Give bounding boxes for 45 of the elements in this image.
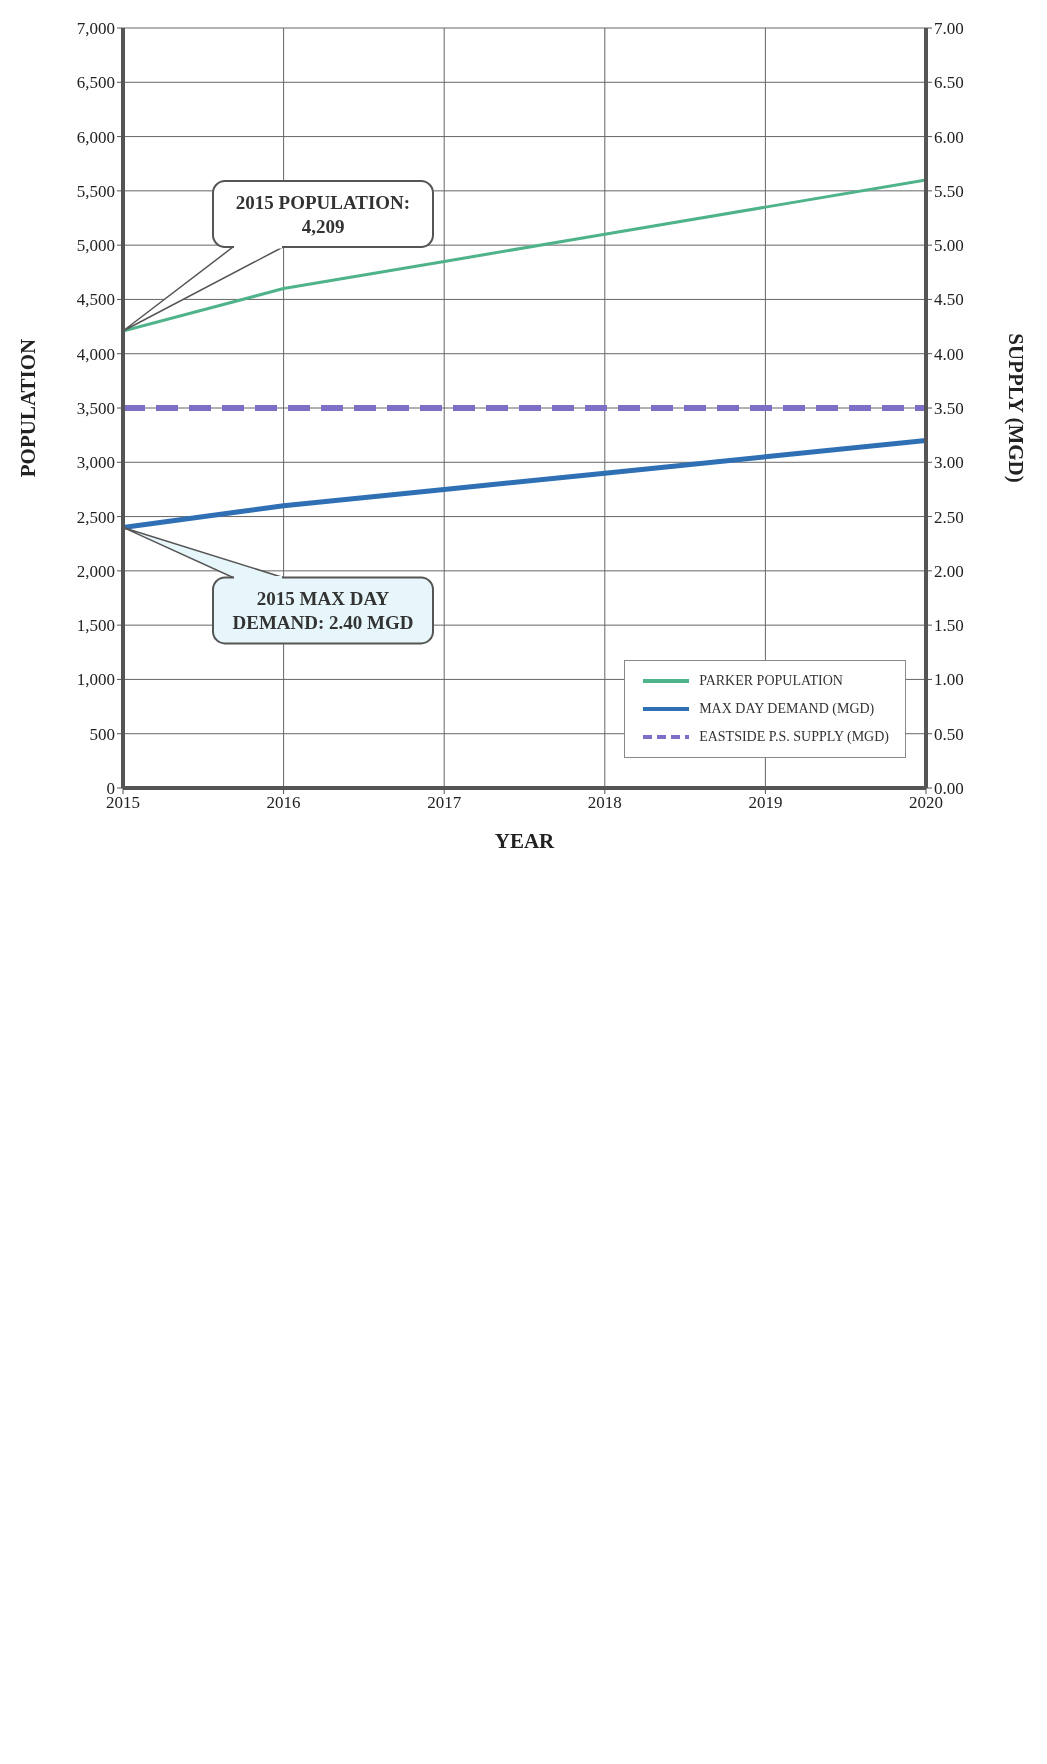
- y-tick-label: 1,500: [76, 616, 115, 636]
- line-series: [123, 178, 926, 333]
- y-tick-label: 2,000: [76, 561, 115, 581]
- y2-tick-label: 4.50: [934, 290, 964, 310]
- y-tick-label: 1,000: [76, 670, 115, 690]
- y2-tick-label: 6.00: [934, 127, 964, 147]
- y-tick-label: 4,500: [76, 290, 115, 310]
- callout-box: 2015 POPULATION: 4,209: [122, 180, 434, 332]
- y-tick-label: 6,000: [76, 127, 115, 147]
- y2-tick-label: 4.00: [934, 344, 964, 364]
- x-tick-label: 2019: [748, 793, 783, 813]
- y2-tick-label: 1.50: [934, 616, 964, 636]
- y2-tick-label: 3.00: [934, 453, 964, 473]
- y-tick-label: 3,500: [76, 399, 115, 419]
- x-tick-label: 2017: [427, 793, 462, 813]
- legend-label: MAX DAY DEMAND (MGD): [699, 701, 875, 717]
- x-tick-label: 2018: [587, 793, 622, 813]
- y-tick-label: 6,500: [76, 73, 115, 93]
- callout-box: 2015 MAX DAY DEMAND: 2.40 MGD: [122, 526, 434, 645]
- y2-tick-label: 3.50: [934, 399, 964, 419]
- y-axis-title: POPULATION: [16, 338, 41, 478]
- y-tick-label: 5,500: [76, 181, 115, 201]
- x-tick-label: 2015: [106, 793, 140, 813]
- y2-tick-label: 5.00: [934, 236, 964, 256]
- x-tick-label: 2020: [909, 793, 943, 813]
- annotation: 2015 MAX DAY DEMAND: 2.40 MGD: [232, 588, 414, 634]
- y2-tick-label: 1.00: [934, 670, 964, 690]
- y2-tick-label: 5.50: [934, 181, 964, 201]
- y2-axis-title: SUPPLY (MGD): [1003, 333, 1028, 483]
- legend-label: PARKER POPULATION: [699, 673, 843, 689]
- legend-label: EASTSIDE P.S. SUPPLY (MGD): [699, 729, 889, 745]
- y2-tick-label: 7.00: [934, 19, 964, 39]
- y2-tick-label: 6.50: [934, 73, 964, 93]
- y2-tick-label: 0.50: [934, 724, 964, 744]
- y2-tick-label: 2.50: [934, 507, 964, 527]
- y-tick-label: 5,000: [76, 236, 115, 256]
- y-tick-label: 4,000: [76, 344, 115, 364]
- x-tick-label: 2016: [266, 793, 301, 813]
- y-tick-label: 7,000: [76, 19, 115, 39]
- y-tick-label: 500: [89, 724, 115, 744]
- y-tick-label: 2,500: [76, 507, 115, 527]
- annotation: 2015 POPULATION: 4,209: [235, 192, 411, 238]
- x-axis-title: YEAR: [494, 829, 556, 853]
- y2-tick-label: 2.00: [934, 561, 964, 581]
- y-tick-label: 3,000: [76, 453, 115, 473]
